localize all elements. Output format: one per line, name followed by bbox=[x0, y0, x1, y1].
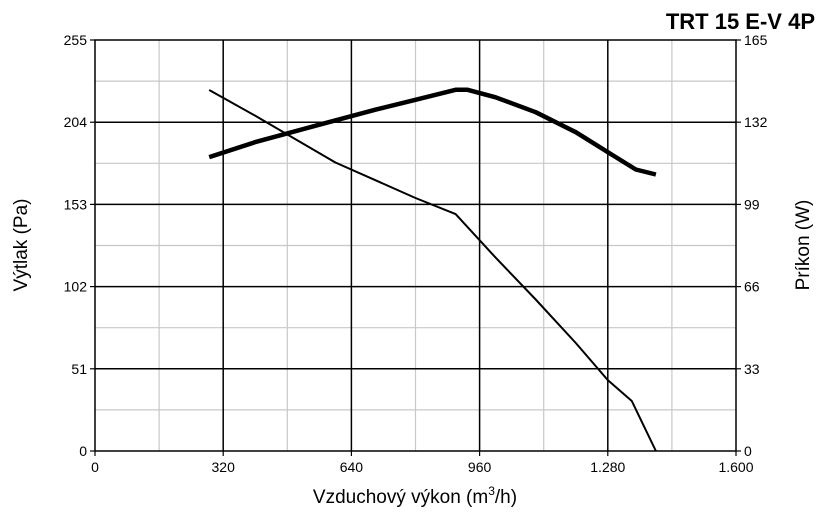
x-tick-label: 1.600 bbox=[718, 459, 753, 475]
y2-tick-label: 99 bbox=[744, 196, 760, 212]
y-tick-label: 204 bbox=[64, 114, 88, 130]
x-axis-label-suffix: /h) bbox=[495, 487, 517, 508]
chart-title: TRT 15 E-V 4P bbox=[666, 9, 815, 34]
y2-tick-label: 0 bbox=[744, 443, 752, 459]
y2-tick-label: 33 bbox=[744, 361, 760, 377]
x-tick-label: 640 bbox=[340, 459, 364, 475]
series-layer bbox=[208, 87, 657, 452]
y-tick-label: 51 bbox=[71, 361, 87, 377]
x-tick-label: 0 bbox=[91, 459, 99, 475]
y-tick-label: 255 bbox=[64, 32, 88, 48]
y-tick-label: 0 bbox=[79, 443, 87, 459]
y2-tick-label: 132 bbox=[744, 114, 768, 130]
grid bbox=[95, 40, 736, 451]
y-tick-label: 102 bbox=[64, 279, 88, 295]
y-tick-label: 153 bbox=[64, 196, 88, 212]
tick-labels: 0 320 640 960 1.280 1.60005110215320425503366… bbox=[64, 32, 768, 475]
y2-tick-label: 66 bbox=[744, 279, 760, 295]
y2-axis-label: Príkon (W) bbox=[793, 200, 814, 291]
x-axis-label-sup: 3 bbox=[488, 484, 495, 498]
x-tick-label: 320 bbox=[212, 459, 236, 475]
pressure-curve-line bbox=[208, 89, 657, 452]
x-axis-label: Vzduchový výkon (m3/h) bbox=[313, 484, 517, 508]
plot-frame bbox=[94, 39, 737, 452]
x-tick-label: 960 bbox=[468, 459, 492, 475]
y2-tick-label: 165 bbox=[744, 32, 768, 48]
y-axis-label: Výtlak (Pa) bbox=[11, 199, 32, 292]
power-curve-line bbox=[208, 87, 657, 177]
x-axis-label-main: Vzduchový výkon (m bbox=[313, 487, 488, 508]
x-tick-label: 1.280 bbox=[590, 459, 625, 475]
